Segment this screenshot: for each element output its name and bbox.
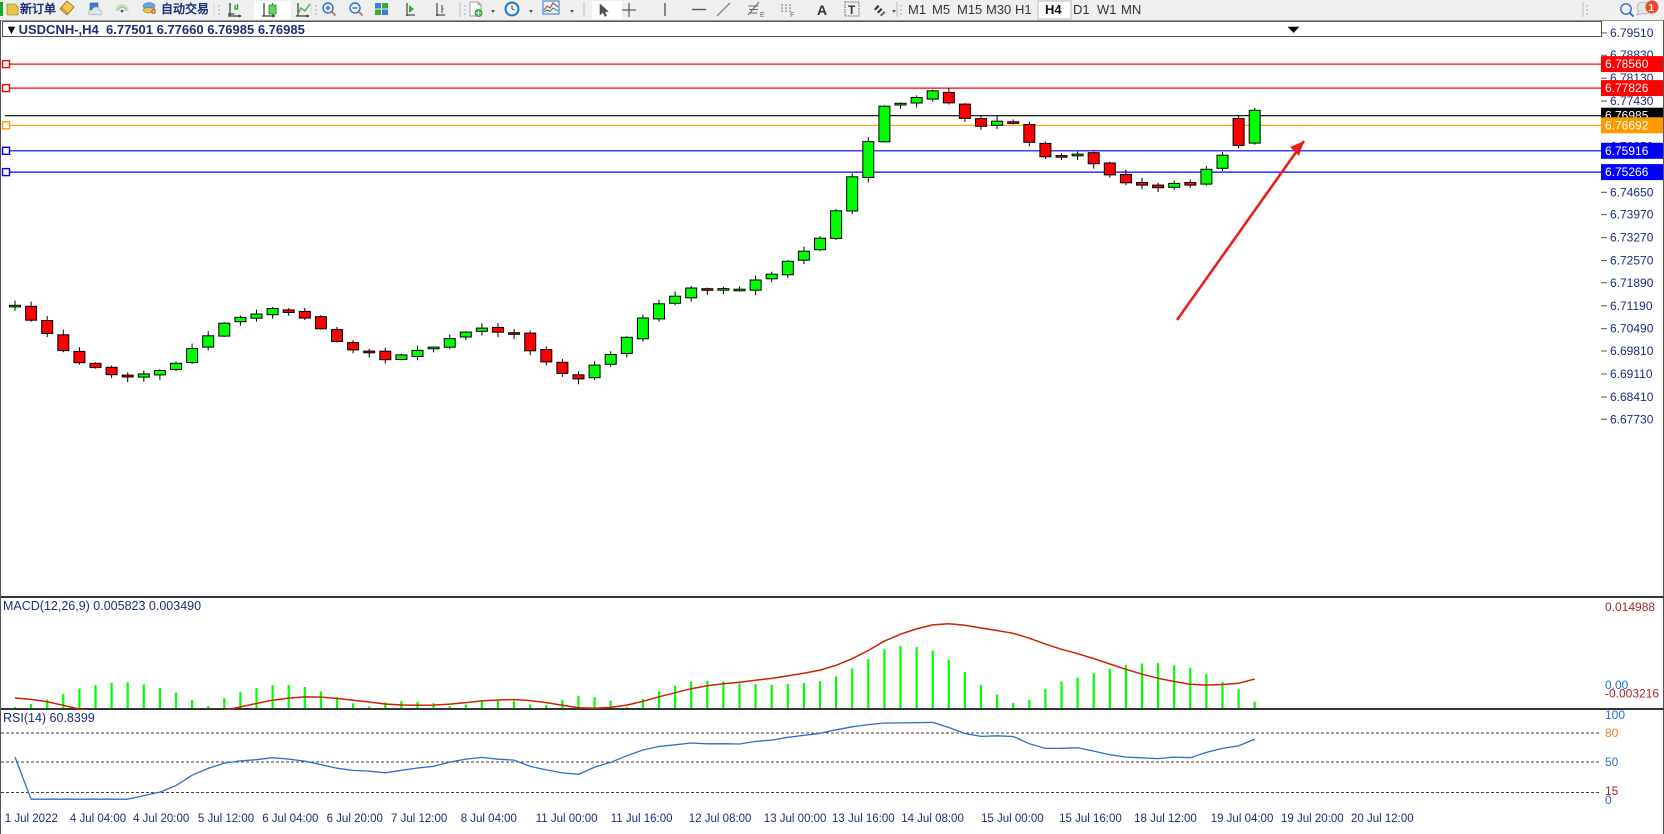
svg-text:6.67730: 6.67730 <box>1610 412 1654 426</box>
svg-text:0.014988: 0.014988 <box>1605 600 1655 614</box>
svg-text:-0.003216: -0.003216 <box>1605 687 1659 701</box>
svg-text:M1: M1 <box>908 2 926 17</box>
svg-text:6.75266: 6.75266 <box>1605 165 1649 179</box>
svg-text:6.73970: 6.73970 <box>1610 208 1654 222</box>
svg-text:M5: M5 <box>932 2 950 17</box>
svg-text:0: 0 <box>1605 793 1612 807</box>
svg-text:D1: D1 <box>1073 2 1090 17</box>
svg-text:W1: W1 <box>1097 2 1117 17</box>
svg-text:MN: MN <box>1121 2 1141 17</box>
svg-text:H1: H1 <box>1015 2 1032 17</box>
svg-text:新订单: 新订单 <box>20 1 56 16</box>
svg-text:H4: H4 <box>1045 2 1062 17</box>
svg-text:6.74650: 6.74650 <box>1610 185 1654 199</box>
svg-text:A: A <box>817 2 827 18</box>
svg-text:6.72570: 6.72570 <box>1610 254 1654 268</box>
svg-text:M15: M15 <box>957 2 982 17</box>
svg-text:1: 1 <box>1649 3 1655 14</box>
svg-text:80: 80 <box>1605 726 1619 740</box>
svg-text:6.77430: 6.77430 <box>1610 94 1654 108</box>
svg-text:6.73270: 6.73270 <box>1610 231 1654 245</box>
svg-text:6.70490: 6.70490 <box>1610 322 1654 336</box>
svg-text:6.69810: 6.69810 <box>1610 344 1654 358</box>
svg-text:6.77826: 6.77826 <box>1605 81 1649 95</box>
svg-text:T: T <box>848 3 856 17</box>
svg-text:6.71890: 6.71890 <box>1610 276 1654 290</box>
svg-text:6.76692: 6.76692 <box>1605 118 1649 132</box>
svg-text:E: E <box>760 12 765 19</box>
svg-text:6.75916: 6.75916 <box>1605 144 1649 158</box>
svg-text:6.69110: 6.69110 <box>1610 367 1653 381</box>
svg-text:F: F <box>790 12 794 19</box>
svg-text:6.68410: 6.68410 <box>1610 390 1654 404</box>
svg-text:6.78560: 6.78560 <box>1605 57 1649 71</box>
svg-text:自动交易: 自动交易 <box>161 1 209 16</box>
svg-text:M30: M30 <box>986 2 1011 17</box>
svg-text:100: 100 <box>1605 710 1625 722</box>
svg-text:50: 50 <box>1605 755 1619 769</box>
svg-text:6.71190: 6.71190 <box>1610 299 1653 313</box>
svg-text:6.79510: 6.79510 <box>1610 26 1654 40</box>
